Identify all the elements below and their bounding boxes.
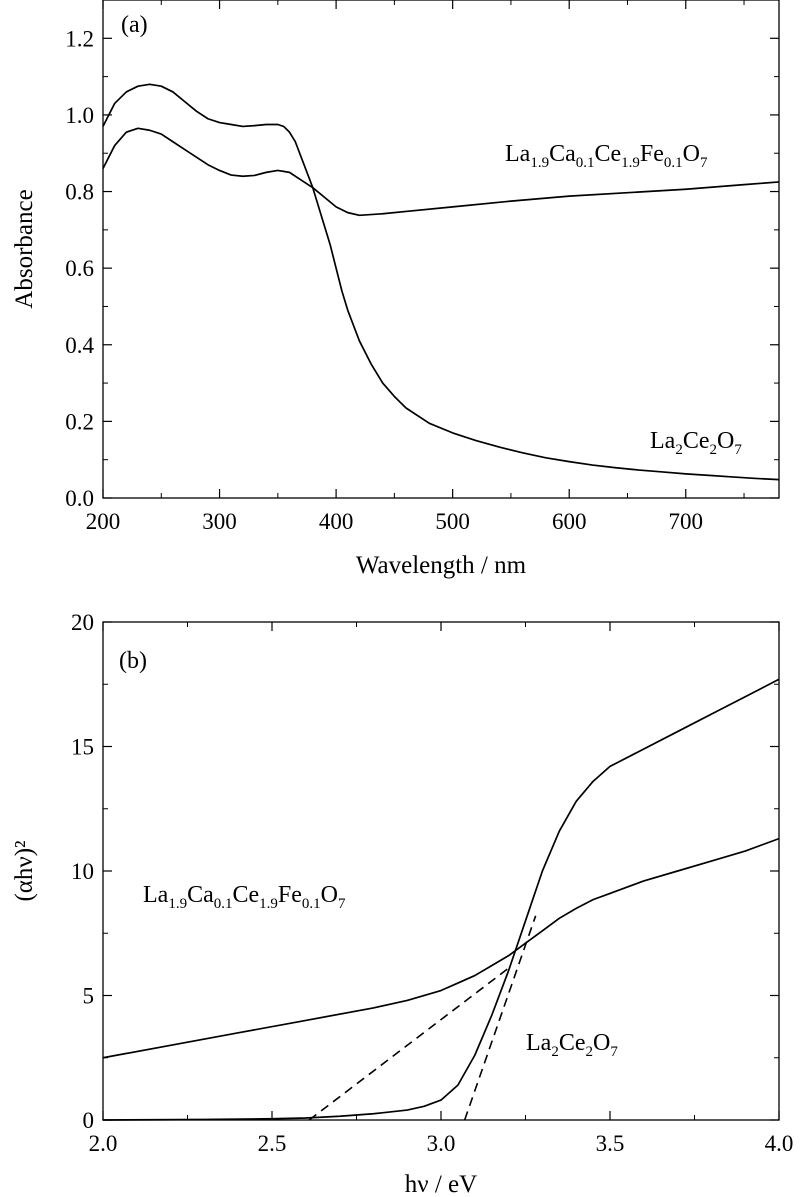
x-tick-label: 600 (552, 509, 587, 534)
series-line (102, 83, 780, 481)
panel-a-chart: 200 300 400 500 600 700 0.0 0.2 0.4 0.6 0.8 1.0 1.2 W… (11, 0, 780, 579)
y-tick-label: 0.2 (65, 409, 94, 434)
series-line (102, 837, 780, 1059)
series-label-subscript: 1.9 (168, 896, 187, 912)
x-axis-label: hν / eV (405, 1171, 477, 1197)
tangent-line (308, 967, 510, 1121)
series-label-subscript: 1.9 (530, 155, 549, 171)
x-tick-label: 300 (202, 509, 237, 534)
x-tick-label: 2.5 (258, 1131, 287, 1156)
series-label-subscript: 2 (585, 1044, 593, 1060)
series-label-text: O (593, 1030, 610, 1056)
series-label-subscript: 0.1 (664, 155, 683, 171)
y-axis-label: (αhν)² (11, 840, 38, 901)
x-tick-label: 400 (319, 509, 354, 534)
series-label-subscript: 7 (338, 896, 346, 912)
x-tick-label: 2.0 (89, 1131, 118, 1156)
y-tick-label: 0 (83, 1108, 95, 1133)
series-label-subscript: 1.9 (621, 155, 640, 171)
series-label: La1.9Ca0.1Ce1.9Fe0.1O7 (505, 141, 708, 171)
x-tick-label: 3.5 (596, 1131, 625, 1156)
series-label-subscript: 7 (700, 155, 708, 171)
series-label-text: O (717, 428, 734, 454)
x-axis-label: Wavelength / nm (356, 552, 527, 579)
series-line (102, 678, 780, 1121)
series-label-text: Ce (683, 428, 710, 454)
series-label: La2Ce2O7 (650, 428, 742, 458)
series-label: La1.9Ca0.1Ce1.9Fe0.1O7 (143, 882, 346, 912)
series-label-text: Ce (594, 141, 621, 167)
series-label-subscript: 2 (675, 442, 683, 458)
y-tick-label: 10 (71, 859, 94, 884)
series-label-text: Ca (187, 882, 214, 908)
x-tick-label: 500 (435, 509, 470, 534)
series-label-text: Ca (549, 141, 576, 167)
panel-label: (a) (121, 12, 148, 38)
y-tick-label: 15 (71, 735, 94, 760)
y-tick-label: 0.4 (65, 333, 94, 358)
series-label-text: La (143, 882, 169, 908)
panel-label: (b) (119, 648, 147, 674)
series-label-text: La (526, 1030, 552, 1056)
series-label-text: O (321, 882, 338, 908)
y-tick-label: 1.0 (65, 103, 94, 128)
series-label-subscript: 7 (734, 442, 742, 458)
y-tick-label: 0.6 (65, 256, 94, 281)
y-axis-label: Absorbance (11, 189, 38, 308)
series-label-text: La (505, 141, 531, 167)
y-tick-label: 20 (71, 610, 94, 635)
x-tick-label: 4.0 (765, 1131, 794, 1156)
x-tick-label: 3.0 (427, 1131, 456, 1156)
x-tick-label: 200 (86, 509, 121, 534)
series-label-text: Ce (559, 1030, 586, 1056)
panel-b-chart: 2.0 2.5 3.0 3.5 4.0 0 5 10 15 20 hν / eV (αhν)² (b) L… (11, 610, 793, 1197)
y-tick-label: 5 (83, 984, 95, 1009)
y-tick-label: 0.8 (65, 180, 94, 205)
series-label-subscript: 1.9 (259, 896, 278, 912)
series-label-text: Ce (232, 882, 259, 908)
series-label-text: La (650, 428, 676, 454)
series-label-subscript: 0.1 (214, 896, 233, 912)
series-label-subscript: 7 (610, 1044, 618, 1060)
series-label-subscript: 0.1 (302, 896, 321, 912)
series-label-text: O (683, 141, 700, 167)
series-label-text: Fe (278, 882, 302, 908)
plot-frame (102, 0, 780, 499)
series-line (102, 127, 780, 217)
x-tick-label: 700 (669, 509, 704, 534)
series-label-subscript: 0.1 (576, 155, 595, 171)
tangent-line (463, 915, 537, 1121)
series-label-text: Fe (640, 141, 664, 167)
y-tick-label: 0.0 (65, 486, 94, 511)
series-label-subscript: 2 (709, 442, 717, 458)
series-label: La2Ce2O7 (526, 1030, 618, 1060)
series-label-subscript: 2 (551, 1044, 559, 1060)
y-tick-label: 1.2 (65, 26, 94, 51)
